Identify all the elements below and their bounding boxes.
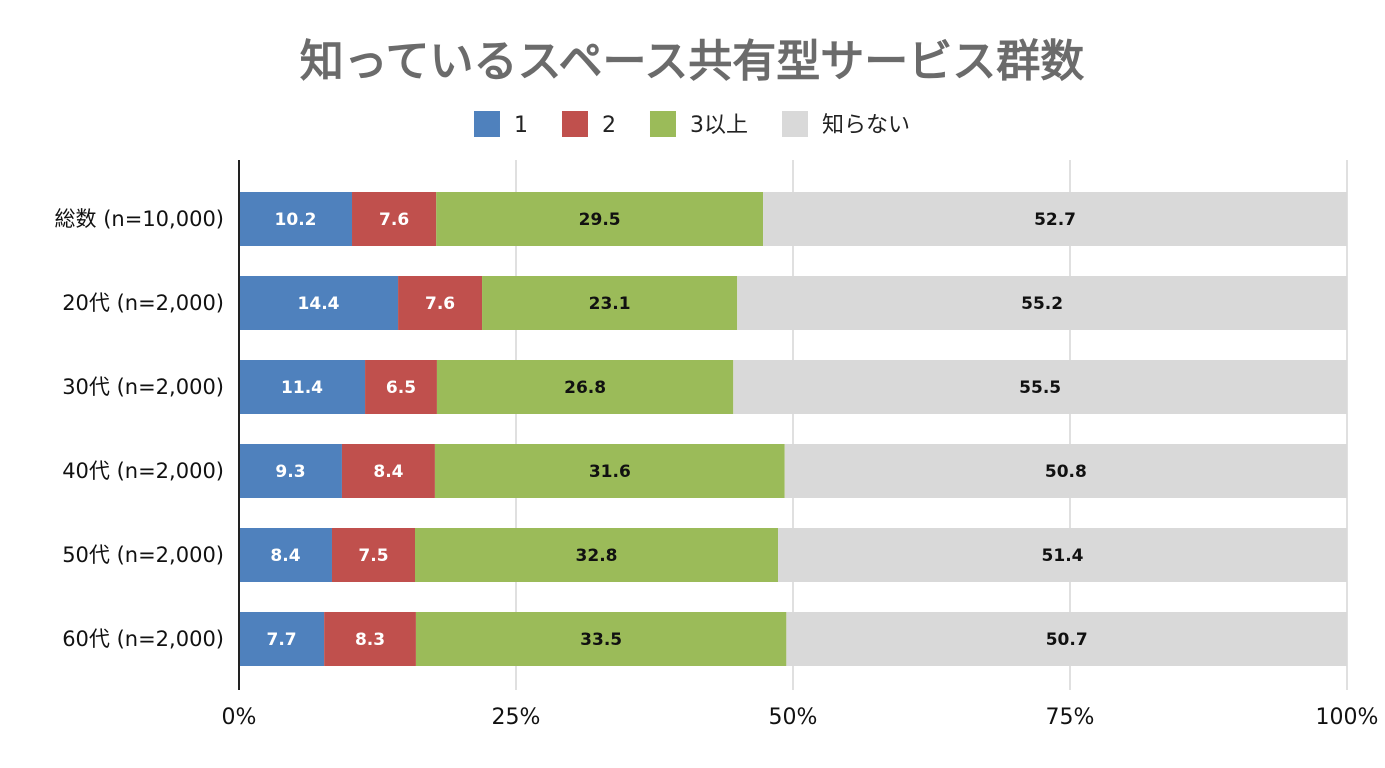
- data-label: 55.5: [1019, 378, 1061, 398]
- bar-segment: [436, 360, 734, 414]
- x-tick-label: 100%: [1316, 705, 1379, 730]
- chart-legend: 1 2 3以上 知らない: [473, 111, 910, 138]
- legend-swatch: [561, 111, 588, 137]
- data-label: 6.5: [386, 378, 416, 398]
- legend-swatch: [473, 111, 500, 137]
- bar-segment: [482, 276, 738, 330]
- legend-label: 1: [514, 113, 528, 138]
- bar-segment: [414, 528, 779, 582]
- value-axis: 0% 25% 50% 75% 100%: [222, 705, 1379, 730]
- data-label: 55.2: [1021, 294, 1063, 314]
- bar-segment: [436, 192, 764, 246]
- legend-swatch: [649, 111, 676, 137]
- bar-segment: [763, 192, 1347, 246]
- legend-label: 3以上: [690, 113, 748, 138]
- bar-row: 14.4 7.6 23.1 55.2: [239, 276, 1347, 330]
- category-label: 40代 (n=2,000): [62, 459, 224, 483]
- data-label: 7.7: [267, 630, 297, 650]
- chart-title: 知っているスペース共有型サービス群数: [300, 36, 1085, 87]
- bar-segment: [398, 276, 483, 330]
- data-label: 52.7: [1034, 210, 1076, 230]
- bar-segment: [239, 444, 342, 498]
- bar-segment: [415, 612, 787, 666]
- bar-segment: [239, 612, 325, 666]
- x-tick-label: 25%: [492, 705, 541, 730]
- data-label: 7.6: [425, 294, 455, 314]
- bar-row: 11.4 6.5 26.8 55.5: [239, 360, 1347, 414]
- data-label: 11.4: [281, 378, 323, 398]
- data-label: 32.8: [576, 546, 618, 566]
- data-label: 50.7: [1046, 630, 1088, 650]
- bar-segment: [365, 360, 437, 414]
- x-tick-label: 75%: [1046, 705, 1095, 730]
- x-tick-label: 0%: [222, 705, 257, 730]
- bar-segment: [352, 192, 437, 246]
- bar-segment: [737, 276, 1347, 330]
- data-label: 26.8: [564, 378, 606, 398]
- bar-segment: [239, 192, 353, 246]
- data-label: 8.3: [355, 630, 385, 650]
- bar-segment: [331, 528, 415, 582]
- chart-grid: [515, 160, 1348, 690]
- bar-row: 7.7 8.3 33.5 50.7: [239, 612, 1347, 666]
- bar-segment: [786, 612, 1347, 666]
- bar-row: 10.2 7.6 29.5 52.7: [239, 192, 1347, 246]
- bar-segment: [239, 360, 366, 414]
- data-label: 8.4: [270, 546, 300, 566]
- x-tick-label: 50%: [769, 705, 818, 730]
- data-label: 50.8: [1045, 462, 1087, 482]
- data-label: 7.6: [379, 210, 409, 230]
- bar-row: 9.3 8.4 31.6 50.8: [239, 444, 1347, 498]
- data-label: 31.6: [589, 462, 631, 482]
- chart-bars: 10.2 7.6 29.5 52.7 14.4 7.6 23.1 55.2 11.4 6.5 26.…: [239, 192, 1347, 666]
- category-axis: 総数 (n=10,000) 20代 (n=2,000) 30代 (n=2,000) 4…: [55, 207, 224, 651]
- data-label: 51.4: [1042, 546, 1084, 566]
- data-label: 8.4: [373, 462, 403, 482]
- data-label: 29.5: [579, 210, 621, 230]
- bar-segment: [733, 360, 1347, 414]
- category-label: 30代 (n=2,000): [62, 375, 224, 399]
- data-label: 14.4: [298, 294, 340, 314]
- category-label: 総数 (n=10,000): [55, 207, 224, 231]
- category-label: 60代 (n=2,000): [62, 627, 224, 651]
- bar-segment: [778, 528, 1347, 582]
- data-label: 23.1: [589, 294, 631, 314]
- data-label: 33.5: [580, 630, 622, 650]
- legend-swatch: [781, 111, 808, 137]
- legend-label: 2: [602, 113, 616, 138]
- bar-segment: [239, 276, 399, 330]
- legend-label: 知らない: [822, 113, 910, 138]
- bar-segment: [784, 444, 1347, 498]
- bar-segment: [434, 444, 785, 498]
- bar-row: 8.4 7.5 32.8 51.4: [239, 528, 1347, 582]
- bar-segment: [239, 528, 332, 582]
- category-label: 50代 (n=2,000): [62, 543, 224, 567]
- bar-segment: [324, 612, 416, 666]
- bar-segment: [341, 444, 435, 498]
- data-label: 10.2: [275, 210, 317, 230]
- category-label: 20代 (n=2,000): [62, 291, 224, 315]
- data-label: 9.3: [275, 462, 305, 482]
- data-label: 7.5: [358, 546, 388, 566]
